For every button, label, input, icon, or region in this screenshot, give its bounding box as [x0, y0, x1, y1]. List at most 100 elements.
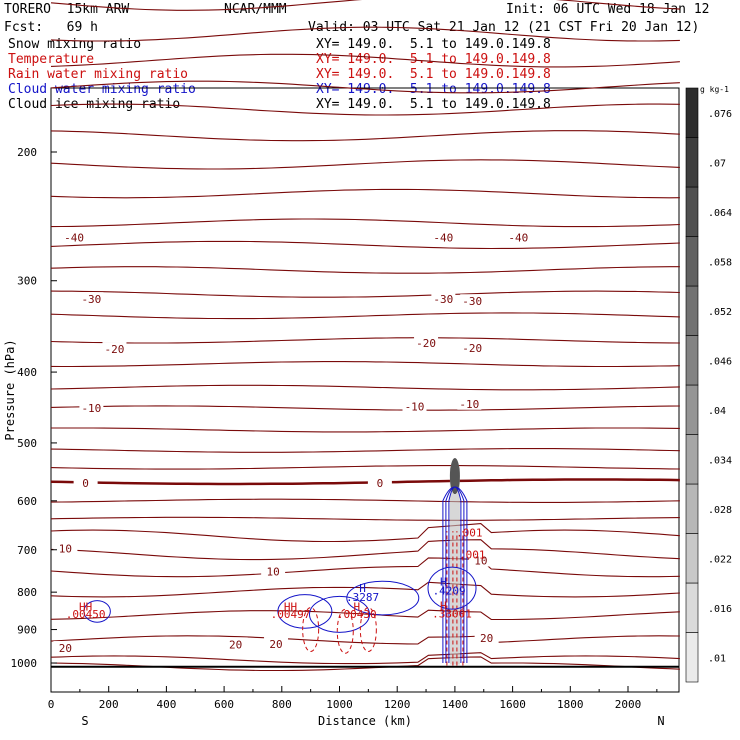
temperature-label: -10	[459, 398, 479, 411]
x-tick-label: 0	[48, 698, 55, 711]
colorbar-label: .04	[708, 406, 726, 417]
temperature-label: -20	[462, 342, 482, 355]
isotherm-line	[50, 26, 680, 42]
colorbar-label: .028	[708, 505, 732, 516]
colorbar-label: .046	[708, 356, 732, 367]
temperature-label-bg	[402, 399, 427, 413]
colorbar-segment	[685, 384, 699, 435]
temperature-label-bg	[457, 396, 482, 410]
isotherm-line	[50, 384, 680, 391]
extremum-label: .001	[459, 549, 486, 562]
isotherm-line	[50, 405, 680, 411]
field-cloudwater-label: Cloud water mixing ratio	[8, 82, 196, 97]
temperature-label: 0	[82, 477, 89, 490]
temperature-label-bg	[53, 541, 78, 555]
colorbar-label: .052	[708, 307, 732, 318]
isotherm-line	[50, 478, 680, 486]
field-cloudice-xy: XY= 149.0. 5.1 to 149.0.149.8	[316, 97, 551, 112]
extremum-label: H	[353, 601, 360, 614]
isotherm-line	[50, 218, 680, 228]
isotherm-line	[50, 609, 680, 621]
center-title: NCAR/MMM	[224, 2, 287, 17]
x-tick-label: 1400	[442, 698, 469, 711]
colorbar-unit: g kg-1	[700, 85, 729, 94]
y-tick-label: 300	[17, 275, 37, 288]
temperature-label-bg	[79, 292, 104, 306]
extremum-label: .001	[456, 526, 483, 539]
cloud-water-contour	[309, 595, 370, 633]
isotherm-line	[50, 465, 680, 470]
rain-water-contour	[359, 607, 377, 653]
field-temperature-xy: XY= 149.0. 5.1 to 149.0.149.8	[316, 52, 551, 67]
extremum-label: .00430	[337, 608, 377, 621]
rain-water-contour	[302, 607, 320, 653]
temperature-label-bg	[79, 401, 104, 415]
temperature-label-bg	[223, 637, 248, 651]
y-tick-label: 900	[17, 624, 37, 637]
colorbar-segment	[685, 285, 699, 336]
cloud-water-contour	[427, 566, 477, 610]
y-tick-label: 700	[17, 544, 37, 557]
y-tick-label: 600	[17, 495, 37, 508]
colorbar-label: .07	[708, 158, 726, 169]
extremum-label: .33001	[432, 607, 472, 620]
cloud-water-contour	[83, 600, 111, 623]
temperature-label-bg	[460, 294, 485, 308]
extremum-label: HH	[284, 600, 297, 613]
colorbar-segment	[685, 186, 699, 237]
temperature-label: -30	[462, 295, 482, 308]
x-tick-label: 2000	[615, 698, 642, 711]
temperature-label-bg	[431, 292, 456, 306]
isotherm-line	[50, 581, 680, 598]
temperature-label: 10	[59, 542, 72, 555]
temperature-label: 20	[59, 642, 72, 655]
isotherm-line	[50, 80, 680, 94]
field-rain-label: Rain water mixing ratio	[8, 67, 189, 82]
temperature-label: -10	[405, 401, 425, 414]
rain-water-contour	[446, 531, 464, 666]
temperature-label: 20	[480, 632, 493, 645]
colorbar-segment	[685, 483, 699, 534]
south-label: S	[81, 714, 88, 728]
extremum-label: .00450	[66, 608, 106, 621]
colorbar-label: .016	[708, 604, 732, 615]
isotherm-line	[50, 159, 680, 170]
y-tick-label: 500	[17, 437, 37, 450]
x-tick-label: 1200	[384, 698, 411, 711]
extremum-label: .00497	[271, 608, 311, 621]
y-tick-label: 1000	[11, 657, 38, 670]
isotherm-line	[50, 557, 680, 578]
isotherm-line	[50, 240, 680, 250]
x-tick-label: 800	[272, 698, 292, 711]
extremum-label: .3287	[346, 591, 379, 604]
isotherm-line	[50, 53, 680, 68]
isotherm-line	[50, 290, 680, 298]
extremum-label: H	[440, 576, 447, 589]
temperature-label-bg	[261, 564, 286, 578]
y-tick-label: 200	[17, 146, 37, 159]
temperature-label: -40	[64, 232, 84, 245]
isotherm-line	[50, 361, 680, 368]
isotherm-line	[50, 0, 680, 11]
isotherm-line	[50, 337, 680, 344]
colorbar-segment	[685, 533, 699, 584]
cloud-water-contour	[346, 580, 420, 616]
temperature-label-bg	[367, 475, 392, 489]
isotherm-line	[50, 130, 680, 142]
temperature-label: -40	[433, 232, 453, 245]
plot-frame	[50, 87, 680, 693]
x-tick-label: 400	[156, 698, 176, 711]
temperature-label-bg	[506, 230, 531, 244]
temperature-label-bg	[468, 553, 493, 567]
isotherm-line	[50, 635, 680, 645]
colorbar-segment	[685, 236, 699, 287]
y-tick-label: 400	[17, 366, 37, 379]
colorbar-segment	[685, 582, 699, 633]
temperature-label-bg	[264, 637, 289, 651]
rain-water-contour	[452, 531, 458, 666]
isotherm-line	[50, 523, 680, 543]
x-tick-label: 1000	[326, 698, 353, 711]
colorbar-segment	[685, 137, 699, 188]
isotherm-line	[50, 498, 680, 503]
colorbar-segment	[685, 87, 699, 138]
